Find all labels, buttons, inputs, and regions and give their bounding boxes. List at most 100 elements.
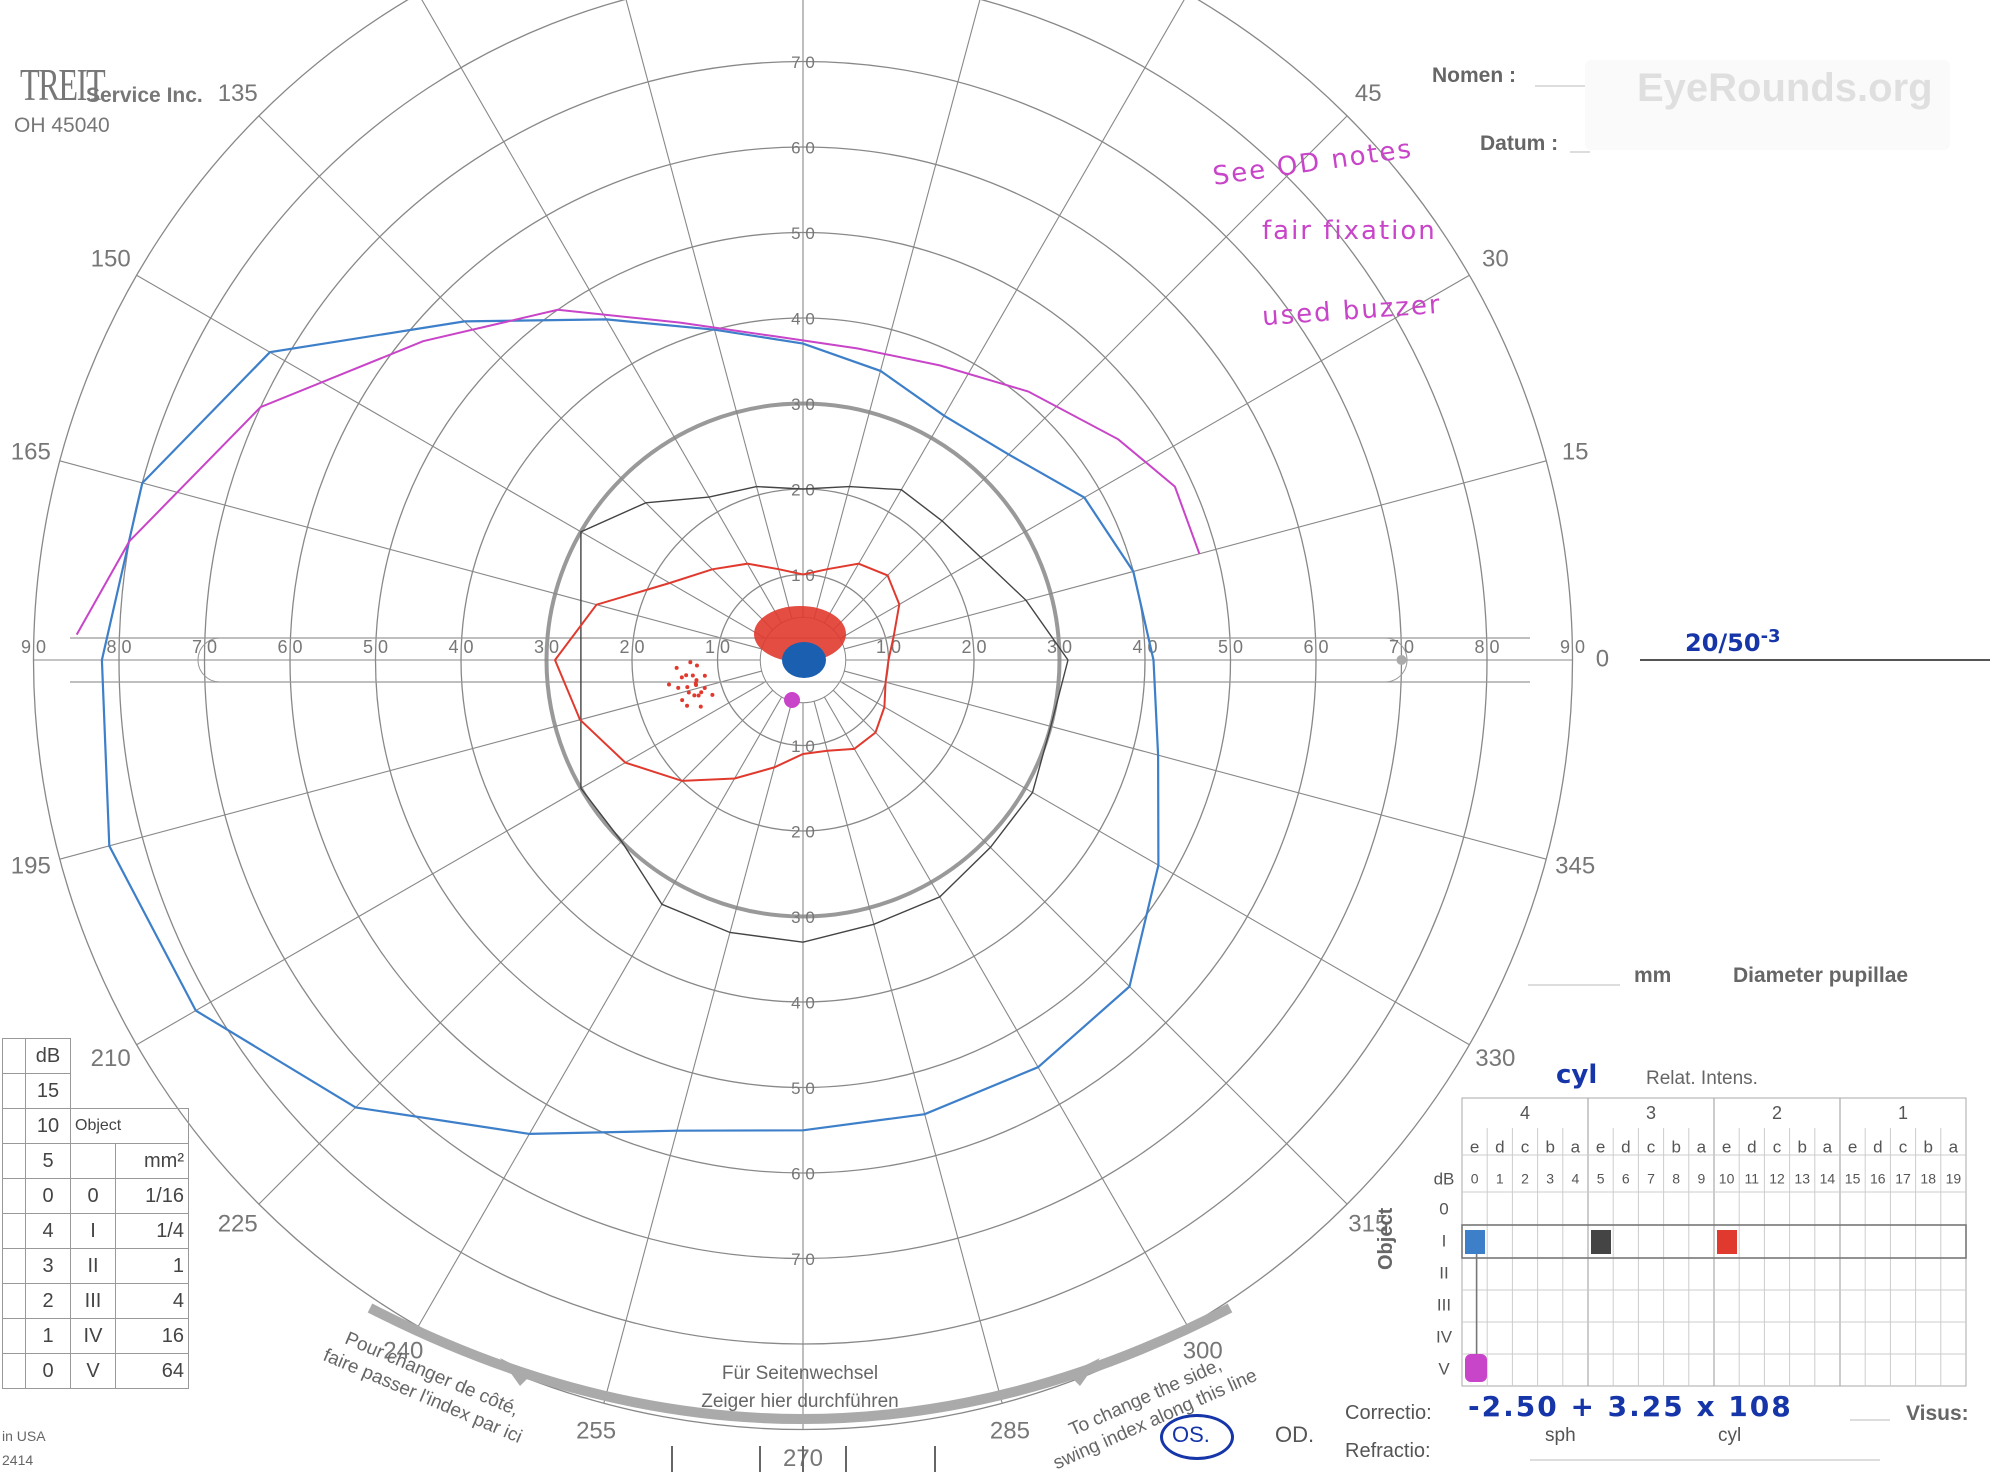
vertical-scale-label: 2 0 [791, 822, 815, 841]
blind-spot-dot [702, 685, 707, 690]
vertical-scale-label: 5 0 [791, 224, 815, 243]
horizontal-scale-label: 3 0 [534, 637, 559, 657]
meridian-degree-label: 210 [91, 1045, 131, 1072]
intensity-letter-label: c [1899, 1137, 1908, 1156]
swing-index-arc [367, 1303, 1233, 1424]
logo-text: TREIT [20, 59, 106, 110]
blind-spot-dot [679, 675, 684, 680]
band-cap-right [1384, 637, 1408, 683]
intensity-db-value: 5 [1597, 1171, 1605, 1187]
meridian-line [823, 696, 1189, 1327]
meridian-degree-label: 195 [11, 852, 51, 879]
note-line-2: fair fixation [1262, 216, 1437, 246]
meridian-line [136, 680, 767, 1046]
meridian-degree-label: 330 [1475, 1045, 1515, 1072]
intensity-db-value: 16 [1870, 1171, 1886, 1187]
intensity-letter-label: a [1571, 1137, 1581, 1156]
correctio-value: -2.50 + 3.25 x 108 [1468, 1390, 1793, 1423]
legend-object-header: Object [70, 1108, 189, 1144]
intensity-db-value: 3 [1546, 1171, 1554, 1187]
blind-spot-dot [686, 690, 691, 695]
pupil-diameter-label: Diameter pupillae [1733, 964, 1909, 987]
intensity-letter-label: b [1545, 1137, 1554, 1156]
swing-text-de: Für Seitenwechsel Zeiger hier durchführe… [690, 1360, 910, 1416]
intensity-object-row-label: II [1439, 1263, 1448, 1282]
legend-mm: 1/16 [115, 1178, 189, 1214]
intensity-group-label: 2 [1772, 1103, 1782, 1123]
legend-object: I [70, 1213, 116, 1249]
horizontal-scale-label: 9 0 [21, 637, 46, 657]
legend-mm: 64 [115, 1353, 189, 1389]
isopter-I1e [553, 562, 901, 782]
legend-db: 1 [25, 1318, 71, 1354]
intensity-letter-label: b [1923, 1137, 1932, 1156]
intensity-db-value: 8 [1672, 1171, 1680, 1187]
horizontal-scale-label: 6 0 [277, 637, 302, 657]
meridian-line [417, 696, 783, 1327]
relat-intens-title: Relat. Intens. [1646, 1068, 1758, 1089]
blind-spot-dot [680, 698, 685, 703]
legend-mm: 1/4 [115, 1213, 189, 1249]
correctio-label: Correctio: [1345, 1402, 1432, 1424]
intensity-db-label: dB [1434, 1169, 1455, 1188]
meridian-line [832, 689, 1348, 1205]
intensity-letter-label: d [1495, 1137, 1504, 1156]
legend-db: 2 [25, 1283, 71, 1319]
pupil-mm-label: mm [1634, 964, 1672, 987]
swing-arrow-left [500, 1358, 532, 1386]
object-axis-label: Object [1375, 1207, 1397, 1270]
sph-label: sph [1545, 1425, 1576, 1446]
intensity-db-value: 4 [1572, 1171, 1580, 1187]
legend-mm-header: mm² [115, 1143, 189, 1179]
horizontal-scale-label: 5 0 [1218, 637, 1243, 657]
meridian-line [59, 670, 762, 860]
made-in-label: in USA [2, 1428, 46, 1444]
eye-od-label: OD. [1275, 1422, 1315, 1447]
intensity-letter-label: d [1873, 1137, 1882, 1156]
legend-object: 0 [70, 1178, 116, 1214]
horizontal-scale-label: 7 0 [1389, 637, 1414, 657]
blind-spot-dot [667, 682, 672, 687]
meridian-degree-label: 255 [576, 1418, 616, 1445]
blind-spot-dot [702, 673, 707, 678]
legend-object: III [70, 1283, 116, 1319]
blind-spot-dot [676, 685, 681, 690]
blind-spot-dot [685, 703, 690, 708]
meridian-degree-label: 30 [1482, 246, 1509, 273]
intensity-letter-label: a [1949, 1137, 1959, 1156]
intensity-db-value: 12 [1769, 1171, 1785, 1187]
legend-db: 15 [25, 1073, 71, 1109]
intensity-letter-label: e [1848, 1137, 1857, 1156]
intensity-letter-label: a [1697, 1137, 1707, 1156]
intensity-letter-label: a [1823, 1137, 1833, 1156]
intensity-db-value: 15 [1845, 1171, 1861, 1187]
meridian-line [839, 274, 1470, 640]
intensity-db-value: 1 [1496, 1171, 1504, 1187]
meridian-degree-label: 45 [1355, 80, 1382, 107]
meridian-line [603, 701, 793, 1404]
meridian-degree-label: 225 [218, 1211, 258, 1238]
meridian-line [832, 115, 1348, 631]
blind-spot-dot [698, 704, 703, 709]
swing-text-de-line2: Zeiger hier durchführen [701, 1391, 899, 1412]
vertical-scale-label: 6 0 [791, 1164, 815, 1183]
horizontal-scale-label: 1 0 [876, 637, 901, 657]
blind-spot-dot [710, 692, 715, 697]
meridian-degree-label: 240 [383, 1338, 423, 1365]
horizontal-scale-label: 8 0 [1474, 637, 1499, 657]
meridian-degree-label: 135 [218, 80, 258, 107]
selected-eye-circle [1160, 1414, 1234, 1460]
meridian-line [813, 0, 981, 619]
intensity-row-I-highlight [1461, 1224, 1967, 1259]
refractio-label: Refractio: [1345, 1440, 1431, 1462]
meridian-degree-label: 165 [11, 438, 51, 465]
intensity-letter-label: b [1797, 1137, 1806, 1156]
legend-db-header: dB [25, 1038, 71, 1074]
meridian-line [813, 701, 1003, 1404]
datum-label: Datum : [1480, 132, 1559, 155]
intensity-db-value: 0 [1471, 1171, 1479, 1187]
form-code: 2414 [2, 1452, 34, 1468]
vertical-scale-label: 5 0 [791, 1079, 815, 1098]
intensity-letter-label: c [1521, 1137, 1530, 1156]
